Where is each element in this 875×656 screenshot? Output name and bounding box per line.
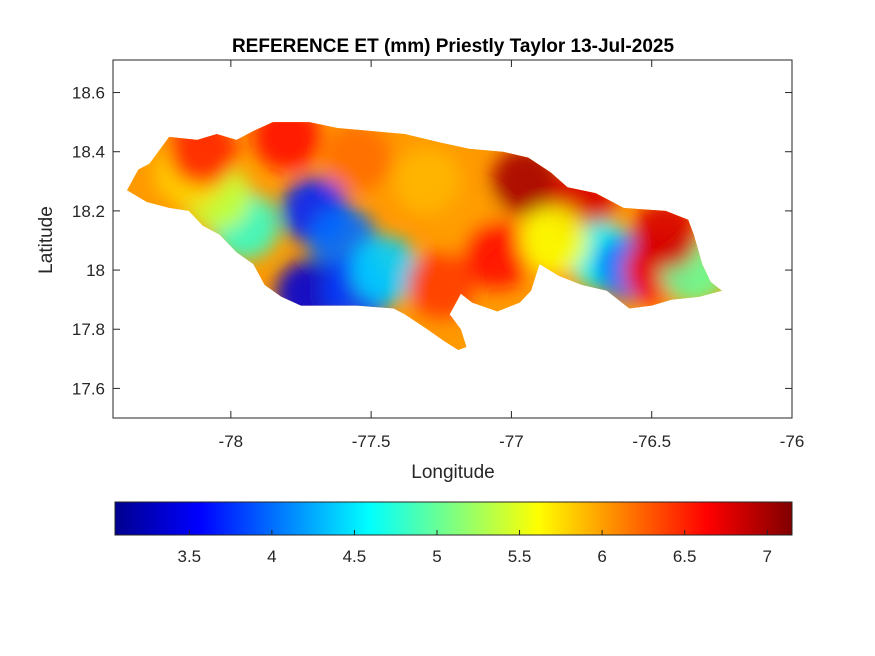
x-tick-label: -78 — [219, 432, 244, 451]
et-cell-14 — [463, 221, 532, 290]
colorbar-tick-label: 7 — [762, 547, 771, 566]
et-cell-10 — [323, 123, 392, 192]
x-tick-label: -77 — [499, 432, 524, 451]
y-tick-label: 18.4 — [72, 143, 105, 162]
colorbar-tick-label: 4 — [267, 547, 276, 566]
et-cell-4 — [351, 236, 420, 305]
y-tick-label: 18 — [86, 261, 105, 280]
chart-title: REFERENCE ET (mm) Priestly Taylor 13-Jul… — [232, 36, 674, 57]
x-axis-label: Longitude — [411, 462, 494, 483]
x-tick-label: -76 — [780, 432, 805, 451]
et-cell-22 — [519, 206, 588, 275]
y-tick-label: 17.6 — [72, 379, 105, 398]
colorbar-tick-label: 6.5 — [673, 547, 697, 566]
y-axis: 17.6 17.8 18 18.2 18.4 18.6 — [72, 84, 792, 398]
x-tick-label: -76.5 — [632, 432, 671, 451]
colorbar — [114, 501, 793, 536]
y-tick-label: 17.8 — [72, 320, 105, 339]
colorbar-tick-label: 6 — [597, 547, 606, 566]
x-axis: -78 -77.5 -77 -76.5 -76 — [219, 60, 805, 451]
y-axis-label: Latitude — [36, 206, 57, 274]
x-tick-label: -77.5 — [352, 432, 391, 451]
colorbar-tick-label: 3.5 — [177, 547, 201, 566]
colorbar-ticks: 3.5 4 4.5 5 5.5 6 6.5 7 — [177, 530, 772, 566]
colorbar-tick-label: 4.5 — [343, 547, 367, 566]
y-tick-label: 18.2 — [72, 202, 105, 221]
et-cell-9 — [252, 122, 321, 171]
et-cell-11 — [393, 147, 462, 216]
y-tick-label: 18.6 — [72, 84, 105, 103]
colorbar-tick-label: 5.5 — [508, 547, 532, 566]
colorbar-tick-label: 5 — [432, 547, 441, 566]
